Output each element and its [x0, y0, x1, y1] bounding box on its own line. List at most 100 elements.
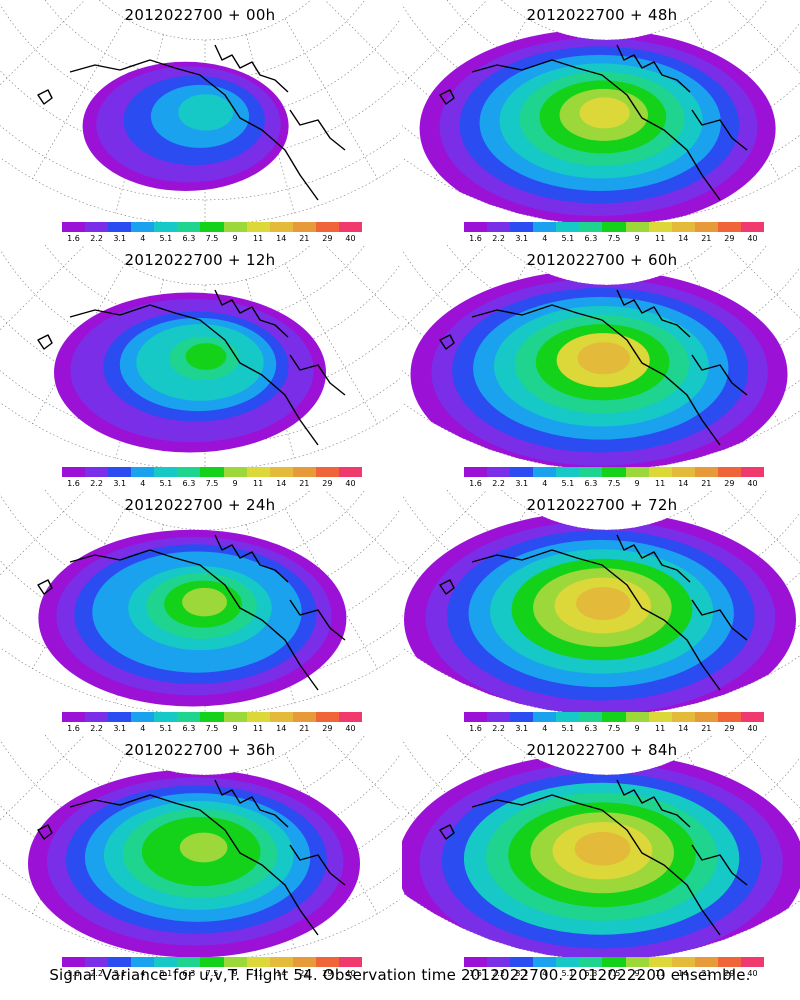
colorbar-swatch	[108, 712, 132, 722]
colorbar-tick-label: 4	[140, 724, 146, 733]
colorbar-swatch	[602, 712, 626, 722]
colorbar-tick-label: 29	[724, 479, 735, 488]
colorbar-tick-label: 5.1	[159, 724, 173, 733]
variance-field	[82, 61, 289, 191]
colorbar-swatch	[740, 467, 765, 477]
colorbar-tick-label: 4	[140, 479, 146, 488]
colorbar-tick-label: 4	[542, 479, 548, 488]
colorbar-swatch	[694, 222, 718, 232]
colorbar-tick-label: 40	[345, 479, 356, 488]
colorbar-tick-label: 9	[232, 479, 238, 488]
colorbar-tick-label: 14	[678, 969, 689, 978]
colorbar-swatch	[131, 467, 155, 477]
colorbar-swatch	[108, 467, 132, 477]
colorbar-tick-label: 21	[701, 479, 712, 488]
colorbar-tick-label: 2.2	[492, 234, 505, 243]
colorbar-swatch	[292, 222, 316, 232]
colorbar-swatch	[85, 222, 109, 232]
colorbar-ticks: 1.6 2.2 3.1 4 5.1 6.3 7.5 9 11 14 21 29 40	[62, 479, 362, 489]
map-panel: 2012022700 + 60h 1.6 2.2 3.1 4 5.1 6.3 7.5 9 11 14…	[402, 245, 800, 490]
colorbar-tick-label: 11	[253, 969, 264, 978]
map-panel: 2012022700 + 36h 1.6 2.2 3.1 4 5.1 6.3 7.5 9 11 14…	[0, 735, 400, 980]
colorbar-tick-label: 11	[253, 479, 264, 488]
variance-field	[54, 292, 326, 453]
colorbar-tick-label: 11	[253, 724, 264, 733]
colorbar-tick-label: 4	[542, 724, 548, 733]
variance-map	[402, 735, 800, 961]
colorbar-swatch	[154, 467, 178, 477]
colorbar-tick-label: 29	[322, 479, 333, 488]
variance-field	[28, 769, 360, 958]
colorbar-tick-label: 21	[299, 479, 310, 488]
colorbar-swatch	[154, 222, 178, 232]
colorbar-swatch	[694, 957, 718, 967]
panel-title: 2012022700 + 60h	[526, 251, 678, 269]
colorbar-tick-label: 29	[724, 234, 735, 243]
colorbar-swatch	[62, 712, 86, 722]
colorbar-swatch	[223, 712, 247, 722]
colorbar-swatch	[108, 222, 132, 232]
colorbar-swatch	[671, 957, 695, 967]
colorbar	[464, 467, 765, 477]
colorbar-swatch	[694, 467, 718, 477]
colorbar-tick-label: 4	[542, 969, 548, 978]
colorbar-tick-label: 5.1	[159, 479, 173, 488]
variance-field	[404, 511, 796, 715]
colorbar-swatch	[510, 712, 534, 722]
colorbar-swatch	[200, 467, 224, 477]
colorbar-tick-label: 40	[747, 724, 758, 733]
colorbar-tick-label: 3.1	[515, 234, 529, 243]
colorbar-tick-label: 1.6	[67, 234, 80, 243]
colorbar-tick-label: 3.1	[113, 969, 127, 978]
panel-title: 2012022700 + 00h	[124, 6, 276, 24]
colorbar-ticks: 1.6 2.2 3.1 4 5.1 6.3 7.5 9 11 14 21 29 40	[464, 234, 764, 244]
colorbar-swatch	[200, 712, 224, 722]
colorbar-swatch	[464, 957, 488, 967]
colorbar-swatch	[131, 957, 155, 967]
variance-map	[402, 490, 800, 716]
colorbar-tick-label: 7.5	[205, 479, 219, 488]
colorbar-tick-label: 3.1	[113, 234, 127, 243]
colorbar-tick-label: 9	[634, 479, 640, 488]
colorbar-swatch	[223, 467, 247, 477]
colorbar-swatch	[85, 467, 109, 477]
colorbar-swatch	[269, 712, 293, 722]
colorbar-swatch	[177, 222, 201, 232]
colorbar-swatch	[108, 957, 132, 967]
colorbar-swatch	[717, 712, 741, 722]
variance-field	[410, 269, 788, 470]
colorbar-swatch	[487, 957, 511, 967]
colorbar-tick-label: 1.6	[67, 479, 80, 488]
colorbar-swatch	[602, 957, 626, 967]
colorbar-tick-label: 40	[747, 969, 758, 978]
colorbar-ticks: 1.6 2.2 3.1 4 5.1 6.3 7.5 9 11 14 21 29 40	[62, 234, 362, 244]
colorbar-swatch	[579, 222, 603, 232]
colorbar-tick-label: 6.3	[182, 969, 196, 978]
colorbar-tick-label: 1.6	[67, 724, 80, 733]
colorbar-tick-label: 21	[701, 234, 712, 243]
colorbar-tick-label: 3.1	[113, 479, 127, 488]
colorbar-swatch	[556, 957, 580, 967]
colorbar-swatch	[602, 467, 626, 477]
colorbar-swatch	[292, 957, 316, 967]
colorbar-swatch	[315, 957, 339, 967]
colorbar-tick-label: 4	[140, 969, 146, 978]
colorbar-tick-label: 21	[299, 234, 310, 243]
colorbar-tick-label: 3.1	[515, 969, 529, 978]
colorbar-tick-label: 9	[232, 969, 238, 978]
variance-field	[419, 29, 776, 225]
variance-map	[0, 490, 400, 716]
colorbar-tick-label: 5.1	[561, 234, 575, 243]
colorbar-tick-label: 2.2	[492, 969, 505, 978]
colorbar-tick-label: 2.2	[90, 724, 103, 733]
colorbar	[464, 222, 765, 232]
colorbar-tick-label: 2.2	[90, 234, 103, 243]
colorbar-tick-label: 1.6	[469, 969, 482, 978]
map-panel: 2012022700 + 84h 1.6 2.2 3.1 4 5.1 6.3 7.5 9 11 14…	[402, 735, 800, 980]
colorbar-tick-label: 6.3	[182, 234, 196, 243]
colorbar-tick-label: 29	[322, 724, 333, 733]
colorbar-swatch	[315, 712, 339, 722]
colorbar-swatch	[246, 712, 270, 722]
colorbar-swatch	[338, 467, 363, 477]
panel-title: 2012022700 + 36h	[124, 741, 276, 759]
